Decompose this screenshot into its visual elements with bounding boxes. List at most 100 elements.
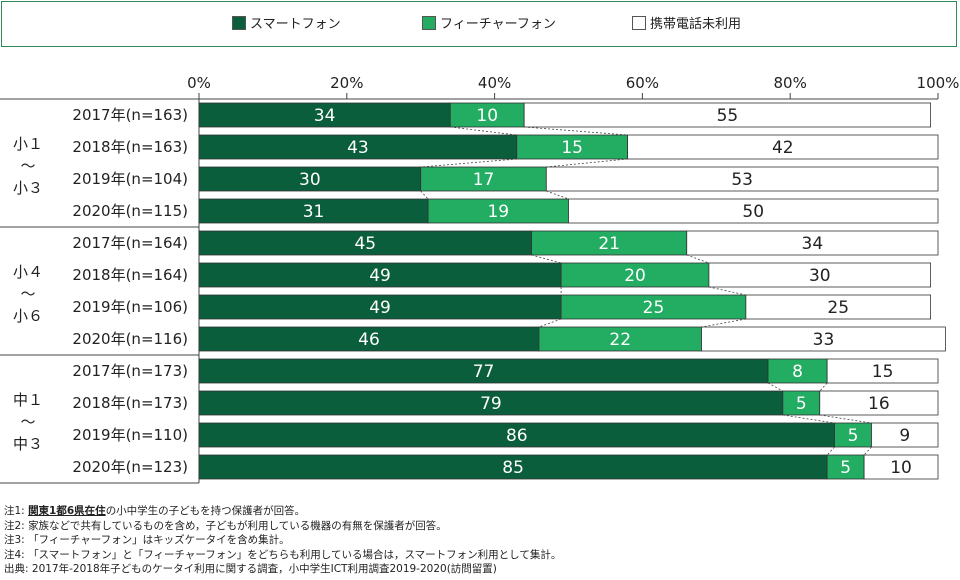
- connector-line: [819, 382, 828, 392]
- category-label: 2018年(n=163): [72, 138, 188, 156]
- note-text: 「スマートフォン」と「フィーチャーフォン」をどちらも利用している場合は，スマート…: [28, 548, 562, 561]
- connector-line: [524, 126, 628, 136]
- legend-label-featurephone: フィーチャーフォン: [440, 17, 556, 32]
- legend-item-no-phone: 携帯電話未利用: [632, 16, 741, 32]
- data-label: 17: [473, 170, 495, 190]
- note-prefix: 出典:: [4, 563, 32, 576]
- group-label: 小１: [13, 135, 43, 153]
- group-label: 〜: [20, 285, 35, 303]
- note-prefix: 注2:: [4, 519, 29, 532]
- data-label: 77: [473, 362, 495, 382]
- data-label: 34: [314, 106, 336, 126]
- x-tick-label: 40%: [478, 74, 511, 92]
- bar-segment: [568, 198, 939, 224]
- bar-segment: [523, 102, 932, 128]
- data-label: 42: [772, 138, 794, 158]
- bar-segment: [198, 102, 451, 128]
- group-label: 小６: [13, 307, 43, 325]
- legend-swatch-no-phone: [632, 16, 646, 30]
- connector-line: [686, 254, 710, 264]
- bar-segment: [198, 230, 532, 256]
- data-label: 5: [840, 458, 851, 478]
- category-label: 2020年(n=116): [72, 330, 188, 348]
- data-label: 31: [303, 202, 325, 222]
- note-line: 注4: 「スマートフォン」と「フィーチャーフォン」をどちらも利用している場合は，…: [4, 548, 561, 563]
- data-label: 5: [796, 394, 807, 414]
- bar-segment: [198, 422, 835, 448]
- connector-line: [782, 414, 835, 424]
- note-line: 出典: 2017年-2018年子どものケータイ利用に関する調査，小中学生ICT利…: [4, 562, 561, 577]
- data-label: 53: [731, 170, 753, 190]
- note-line: 注3: 「フィーチャーフォン」はキッズケータイを含め集計。: [4, 533, 561, 548]
- data-label: 86: [506, 426, 528, 446]
- bar-segment: [701, 326, 946, 352]
- legend-swatch-smartphone: [232, 16, 246, 30]
- bar-segment: [198, 166, 422, 192]
- data-label: 34: [802, 234, 824, 254]
- data-label: 55: [717, 106, 739, 126]
- x-tick-label: 80%: [774, 74, 807, 92]
- category-label: 2020年(n=123): [72, 458, 188, 476]
- group-label: 〜: [20, 157, 35, 175]
- bar-segment: [560, 294, 747, 320]
- x-tick-label: 100%: [917, 74, 960, 92]
- category-label: 2018年(n=164): [72, 266, 188, 284]
- notes: 注1: 関東1都6県在住の小中学生の子どもを持つ保護者が回答。 注2: 家族などで…: [4, 504, 561, 577]
- connector-line: [450, 126, 517, 136]
- bar-segment: [863, 454, 939, 480]
- group-label: 小３: [13, 179, 43, 197]
- group-label: 中３: [13, 435, 43, 453]
- legend-swatch-featurephone: [422, 16, 436, 30]
- x-tick-label: 20%: [330, 74, 363, 92]
- data-label: 9: [899, 426, 910, 446]
- data-label: 30: [809, 266, 831, 286]
- legend-item-featurephone: フィーチャーフォン: [422, 16, 556, 32]
- data-label: 46: [358, 330, 380, 350]
- data-label: 30: [299, 170, 321, 190]
- connector-line: [420, 190, 429, 200]
- connector-line: [420, 158, 517, 168]
- data-label: 33: [813, 330, 835, 350]
- data-label: 43: [347, 138, 369, 158]
- bar-segment: [686, 230, 939, 256]
- stacked-bar-chart: 0% 20% 40% 60% 80% 100%小１〜小３小４〜小６中１〜中３2017年(n…: [0, 74, 960, 484]
- bar-segment: [708, 262, 932, 288]
- note-text: 「フィーチャーフォン」はキッズケータイを含め集計。: [28, 534, 290, 547]
- data-label: 20: [624, 266, 646, 286]
- data-label: 45: [354, 234, 376, 254]
- connector-line: [701, 318, 746, 328]
- data-label: 49: [369, 298, 391, 318]
- bar-segment: [198, 326, 540, 352]
- bar-segment: [516, 134, 629, 160]
- category-label: 2017年(n=164): [72, 234, 188, 252]
- bar-segment: [449, 102, 525, 128]
- data-label: 50: [742, 202, 764, 222]
- note-prefix: 注1:: [4, 505, 29, 517]
- bar-segment: [826, 454, 865, 480]
- data-label: 79: [480, 394, 502, 414]
- legend-label-smartphone: スマートフォン: [250, 17, 341, 32]
- data-label: 85: [502, 458, 524, 478]
- category-label: 2019年(n=110): [72, 426, 188, 444]
- group-label: 〜: [20, 413, 35, 431]
- data-label: 10: [890, 458, 912, 478]
- bar-segment: [782, 390, 821, 416]
- data-label: 5: [848, 426, 859, 446]
- x-tick-label: 60%: [626, 74, 659, 92]
- note-highlight: 関東1都6県在住: [28, 505, 106, 517]
- category-label: 2020年(n=115): [72, 202, 188, 220]
- category-label: 2019年(n=104): [72, 170, 188, 188]
- group-label: 小４: [13, 263, 43, 281]
- data-label: 25: [643, 298, 665, 318]
- note-text: 家族などで共有しているものを含め，子どもが利用している機器の有無を保護者が回答。: [28, 519, 447, 532]
- note-text: の小中学生の子どもを持つ保護者が回答。: [105, 505, 306, 517]
- note-line: 注1: 関東1都6県在住の小中学生の子どもを持つ保護者が回答。: [4, 504, 561, 519]
- connector-line: [546, 158, 628, 168]
- note-prefix: 注4:: [4, 548, 29, 561]
- bar-segment: [834, 422, 872, 448]
- connector-line: [531, 254, 562, 264]
- note-prefix: 注3:: [4, 534, 29, 547]
- data-label: 19: [487, 202, 509, 222]
- connector-line: [546, 190, 569, 200]
- connector-line: [819, 414, 872, 424]
